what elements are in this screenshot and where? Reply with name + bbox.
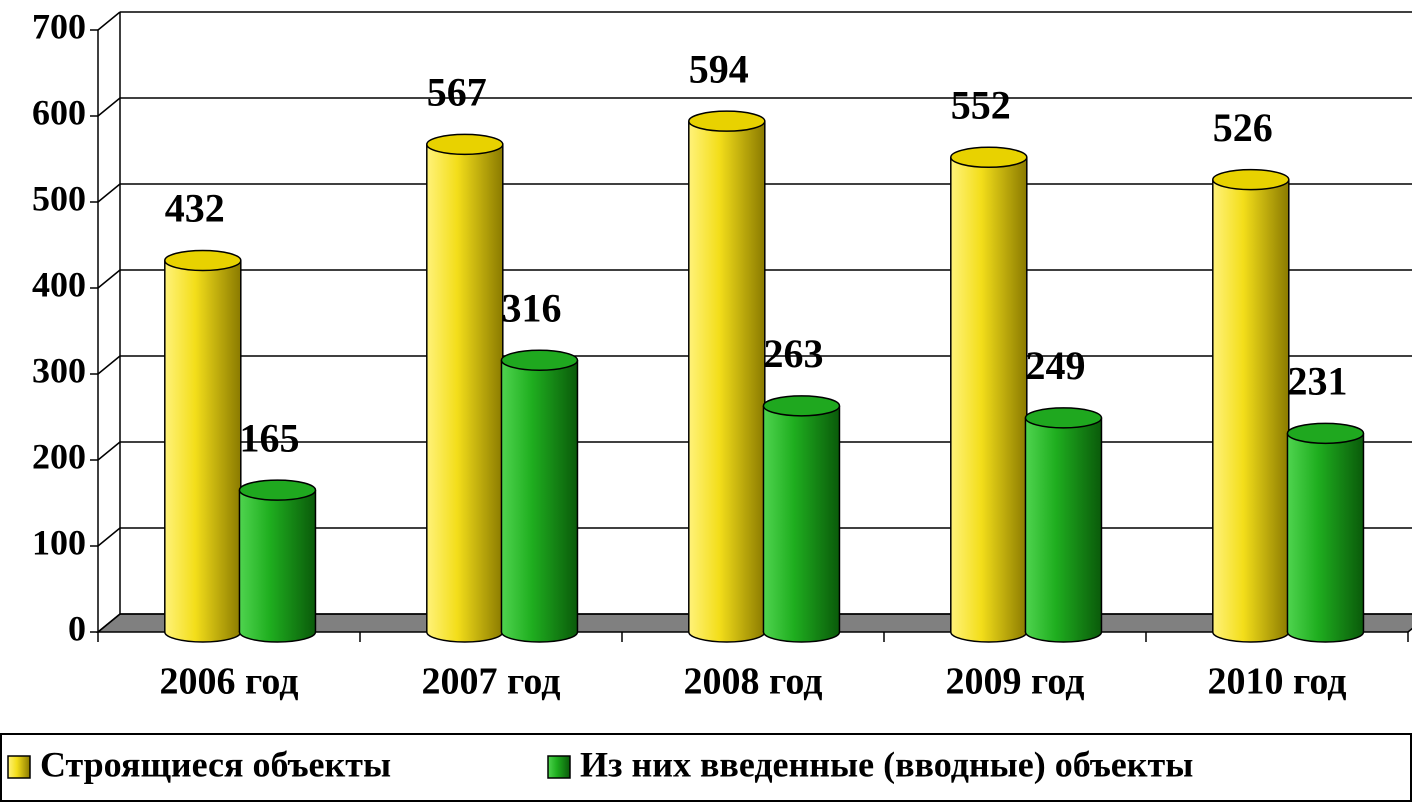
grid-line	[97, 269, 121, 289]
grid-line	[97, 527, 121, 547]
y-tick-label: 200	[32, 436, 86, 476]
bar	[1025, 417, 1102, 632]
y-tick-label: 100	[32, 522, 86, 562]
bar-top	[1286, 422, 1365, 445]
legend-label: Строящиеся объекты	[40, 744, 391, 784]
bar-top	[762, 395, 841, 417]
grid-line	[97, 441, 121, 461]
legend-swatch	[7, 755, 31, 779]
bar	[1287, 433, 1364, 632]
value-label: 552	[951, 82, 1011, 127]
x-tick-label: 2010 год	[1208, 661, 1347, 703]
bar	[950, 157, 1027, 632]
value-label: 263	[763, 331, 823, 376]
legend-label: Из них введенные (вводные) объекты	[580, 744, 1193, 784]
value-label: 165	[239, 415, 299, 460]
grid-line	[97, 183, 121, 203]
legend-swatch	[547, 755, 571, 779]
bar	[688, 121, 765, 632]
value-label: 231	[1287, 359, 1347, 404]
bar	[164, 260, 241, 632]
bar-top	[426, 133, 504, 156]
plot-area: 0 100 200 300 400 500 600 700 2006 год 432 165 2007…	[32, 6, 1412, 703]
legend-box	[0, 733, 1412, 802]
value-label: 432	[165, 186, 225, 231]
bar	[501, 360, 578, 632]
x-tick-label: 2006 год	[160, 661, 299, 703]
y-tick-label: 700	[32, 6, 86, 46]
y-tick-label: 0	[68, 608, 86, 648]
bar	[763, 405, 840, 632]
bar-top	[950, 146, 1028, 169]
bar-top	[164, 249, 242, 272]
bar-top	[238, 479, 317, 501]
grid-line	[97, 11, 121, 31]
legend: Строящиеся объекты Из них введенные (ввод…	[7, 744, 1193, 784]
value-label: 316	[501, 285, 561, 330]
x-tick-label: 2009 год	[946, 661, 1085, 703]
x-tick-label: 2008 год	[684, 661, 823, 703]
bar-top	[500, 349, 579, 371]
y-tick-label: 300	[32, 350, 86, 390]
grid-line	[97, 355, 121, 375]
bar-top	[688, 110, 766, 132]
value-label: 567	[427, 70, 487, 115]
value-label: 594	[689, 46, 749, 91]
bar-top	[1212, 168, 1290, 191]
bar-top	[1024, 407, 1103, 429]
grid-line	[97, 613, 121, 633]
bar	[426, 144, 503, 632]
y-tick-label: 600	[32, 92, 86, 132]
bar	[1212, 179, 1289, 632]
bar	[239, 490, 316, 632]
y-tick-label: 500	[32, 178, 86, 218]
value-label: 526	[1213, 105, 1273, 150]
grid-line	[97, 97, 121, 117]
value-label: 249	[1025, 343, 1085, 388]
y-tick-label: 400	[32, 264, 86, 304]
x-tick-label: 2007 год	[422, 661, 561, 703]
